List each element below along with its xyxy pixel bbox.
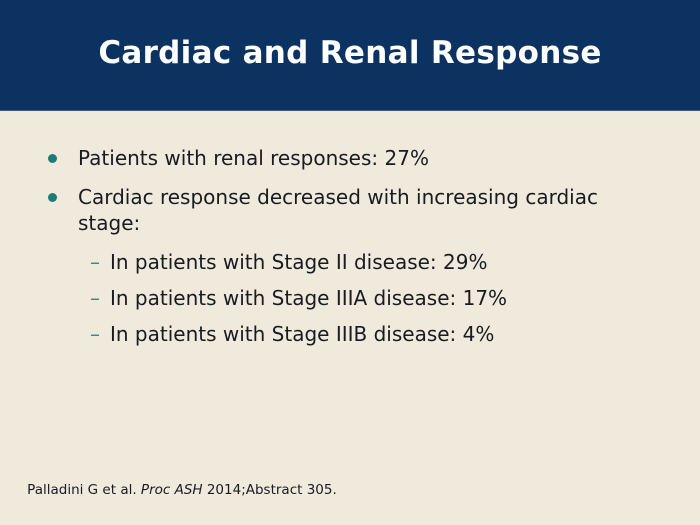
sub-bullet-item: – In patients with Stage IIIB disease: 4… — [90, 321, 664, 347]
citation-prefix: Palladini G et al. — [27, 482, 141, 498]
bullet-item: Cardiac response decreased with increasi… — [48, 184, 664, 236]
sub-bullet-list: – In patients with Stage II disease: 29%… — [48, 249, 664, 347]
dash-marker-icon: – — [90, 250, 100, 274]
bullet-item: Patients with renal responses: 27% — [48, 145, 664, 171]
dash-marker-icon: – — [90, 286, 100, 310]
title-bar: Cardiac and Renal Response — [0, 0, 700, 111]
sub-bullet-text: In patients with Stage II disease: 29% — [110, 250, 488, 274]
slide-body: Patients with renal responses: 27% Cardi… — [0, 111, 700, 347]
sub-bullet-item: – In patients with Stage II disease: 29% — [90, 249, 664, 275]
slide-title: Cardiac and Renal Response — [98, 35, 602, 71]
bullet-text: Patients with renal responses: 27% — [78, 146, 429, 170]
bullet-dot-icon — [48, 193, 57, 202]
bullet-text: Cardiac response decreased with increasi… — [78, 185, 598, 235]
citation: Palladini G et al. Proc ASH 2014;Abstrac… — [10, 465, 337, 516]
dash-marker-icon: – — [90, 322, 100, 346]
sub-bullet-item: – In patients with Stage IIIA disease: 1… — [90, 285, 664, 311]
sub-bullet-text: In patients with Stage IIIA disease: 17% — [110, 286, 508, 310]
citation-journal: Proc ASH — [140, 482, 203, 498]
citation-suffix: 2014;Abstract 305. — [202, 482, 337, 498]
sub-bullet-text: In patients with Stage IIIB disease: 4% — [110, 322, 495, 346]
bullet-dot-icon — [48, 154, 57, 163]
